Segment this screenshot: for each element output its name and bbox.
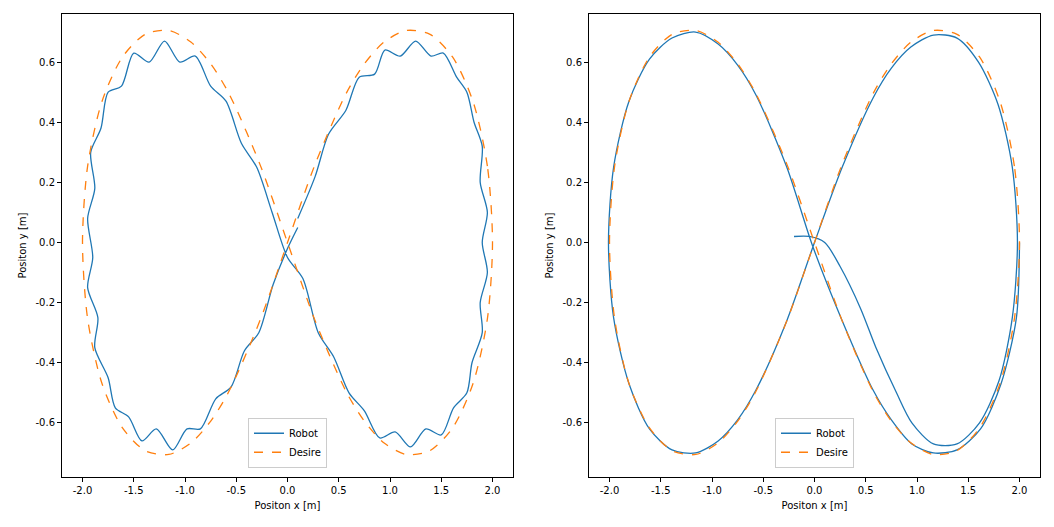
svg-text:1.5: 1.5 (960, 485, 976, 496)
svg-text:-0.4: -0.4 (35, 357, 55, 368)
svg-text:0.6: 0.6 (39, 57, 55, 68)
svg-text:0.0: 0.0 (280, 485, 296, 496)
svg-text:-1.0: -1.0 (175, 485, 195, 496)
svg-text:1.0: 1.0 (909, 485, 925, 496)
svg-text:0.0: 0.0 (807, 485, 823, 496)
svg-text:0.0: 0.0 (39, 237, 55, 248)
svg-text:-0.5: -0.5 (226, 485, 246, 496)
svg-text:1.0: 1.0 (382, 485, 398, 496)
svg-text:1.5: 1.5 (433, 485, 449, 496)
svg-text:-0.6: -0.6 (562, 417, 582, 428)
svg-text:Positon y [m]: Positon y [m] (17, 212, 28, 278)
svg-text:Positon y [m]: Positon y [m] (544, 212, 555, 278)
svg-text:Desire: Desire (816, 447, 848, 458)
svg-text:Desire: Desire (289, 447, 321, 458)
svg-text:-0.5: -0.5 (753, 485, 773, 496)
svg-text:0.6: 0.6 (566, 57, 582, 68)
svg-text:Robot: Robot (289, 428, 318, 439)
svg-text:-2.0: -2.0 (600, 485, 620, 496)
svg-text:Robot: Robot (816, 428, 845, 439)
svg-text:0.5: 0.5 (331, 485, 347, 496)
svg-text:-0.2: -0.2 (562, 297, 582, 308)
svg-text:0.4: 0.4 (39, 117, 55, 128)
svg-text:0.0: 0.0 (566, 237, 582, 248)
svg-text:0.2: 0.2 (566, 177, 582, 188)
svg-text:-1.5: -1.5 (124, 485, 144, 496)
svg-text:-1.0: -1.0 (702, 485, 722, 496)
svg-text:Positon x [m]: Positon x [m] (782, 500, 848, 511)
svg-text:Positon x [m]: Positon x [m] (255, 500, 321, 511)
svg-text:-0.2: -0.2 (35, 297, 55, 308)
svg-text:2.0: 2.0 (485, 485, 501, 496)
svg-text:-0.6: -0.6 (35, 417, 55, 428)
svg-text:2.0: 2.0 (1012, 485, 1028, 496)
svg-text:-0.4: -0.4 (562, 357, 582, 368)
svg-text:0.2: 0.2 (39, 177, 55, 188)
svg-text:0.5: 0.5 (858, 485, 874, 496)
svg-text:0.4: 0.4 (566, 117, 582, 128)
svg-text:-1.5: -1.5 (651, 485, 671, 496)
svg-text:-2.0: -2.0 (73, 485, 93, 496)
